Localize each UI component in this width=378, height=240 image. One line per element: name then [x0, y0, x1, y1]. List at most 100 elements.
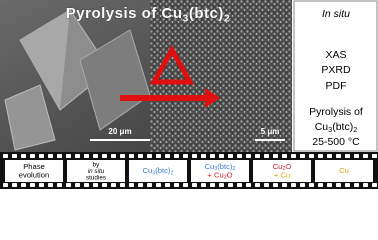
film-hole — [291, 154, 296, 158]
film-hole — [66, 154, 71, 158]
film-hole — [30, 183, 35, 187]
text-part: Cu — [339, 166, 349, 175]
film-hole — [237, 183, 242, 187]
film-hole — [84, 154, 89, 158]
film-hole — [318, 183, 323, 187]
film-hole — [93, 154, 98, 158]
film-hole — [120, 154, 125, 158]
film-hole — [147, 183, 152, 187]
rich-text: Cu3(btc)2 — [143, 166, 174, 177]
film-hole — [201, 154, 206, 158]
film-frame — [253, 160, 311, 182]
film-hole — [363, 183, 368, 187]
subscript: 2 — [224, 175, 227, 181]
text-part: (btc) — [332, 121, 353, 133]
film-hole — [255, 183, 260, 187]
film-hole — [210, 183, 215, 187]
rich-text: In situ — [322, 8, 350, 20]
film-hole — [129, 183, 134, 187]
film-hole — [165, 154, 170, 158]
film-hole — [75, 154, 80, 158]
text-part: Pyrolysis of Cu — [66, 5, 183, 22]
scale-label: 5 μm — [261, 127, 280, 136]
text-part: 25-500 °C — [312, 136, 360, 148]
film-hole — [39, 154, 44, 158]
film-hole — [57, 183, 62, 187]
film-hole — [309, 154, 314, 158]
film-hole — [327, 183, 332, 187]
rich-text: Cu3(btc)2 — [315, 121, 358, 134]
film-hole — [246, 183, 251, 187]
film-hole — [30, 154, 35, 158]
text-part: In situ — [322, 8, 350, 20]
film-hole — [138, 183, 143, 187]
arrow — [120, 88, 220, 108]
text-part: O — [285, 162, 291, 171]
film-hole — [237, 154, 242, 158]
text-part: + Cu — [274, 170, 290, 179]
film-hole — [219, 183, 224, 187]
text-part: (btc) — [217, 162, 233, 171]
rich-text: Cu3(btc)2 — [205, 162, 236, 173]
film-hole — [192, 183, 197, 187]
film-hole — [246, 154, 251, 158]
text-part: studies — [86, 174, 106, 181]
rich-text: studies — [86, 174, 106, 181]
film-hole — [66, 183, 71, 187]
film-hole — [264, 183, 269, 187]
text-part: Cu — [315, 121, 329, 133]
film-frame — [67, 160, 125, 182]
film-hole — [336, 183, 341, 187]
sem-right — [150, 0, 292, 152]
text-part: Pyrolysis of — [309, 106, 363, 118]
rich-text: in situ — [88, 168, 105, 175]
subscript: 3 — [214, 166, 217, 172]
rich-text: PDF — [326, 80, 347, 92]
film-hole — [75, 183, 80, 187]
graphical-abstract: 20 μm 5 μm Pyrolysis of Cu3(btc)2 In situ… — [0, 0, 378, 189]
rich-text: Phase — [23, 162, 45, 171]
subscript: 2 — [353, 125, 357, 134]
film-hole — [156, 183, 161, 187]
text-part: evolution — [19, 170, 49, 179]
film-hole — [300, 183, 305, 187]
film-hole — [84, 183, 89, 187]
film-hole — [183, 183, 188, 187]
film-hole — [228, 183, 233, 187]
subscript: 2 — [170, 171, 173, 177]
subscript: 3 — [152, 171, 155, 177]
text-part: by — [93, 161, 101, 168]
scale-label: 20 μm — [108, 127, 131, 136]
film-hole — [300, 154, 305, 158]
film-hole — [318, 154, 323, 158]
film-hole — [282, 154, 287, 158]
film-hole — [354, 154, 359, 158]
delta-symbol — [149, 44, 195, 85]
film-hole — [273, 183, 278, 187]
film-hole — [264, 154, 269, 158]
film-hole — [165, 183, 170, 187]
rich-text: XAS — [325, 49, 346, 61]
film-hole — [174, 154, 179, 158]
film-hole — [345, 154, 350, 158]
film-frame — [191, 160, 249, 182]
film-hole — [39, 183, 44, 187]
film-hole — [372, 154, 377, 158]
film-hole — [138, 154, 143, 158]
film-hole — [309, 183, 314, 187]
film-hole — [273, 154, 278, 158]
text-part: PXRD — [321, 64, 351, 76]
rich-text: Cu2O — [273, 162, 292, 173]
film-hole — [228, 154, 233, 158]
rich-text: evolution — [19, 170, 49, 179]
film-hole — [282, 183, 287, 187]
film-hole — [201, 183, 206, 187]
rich-text: + Cu — [274, 170, 290, 179]
side-panel — [293, 0, 378, 152]
crystal — [4, 84, 56, 151]
film-hole — [174, 183, 179, 187]
film-frame — [5, 160, 63, 182]
film-hole — [102, 183, 107, 187]
film-hole — [192, 154, 197, 158]
subscript: 3 — [328, 125, 332, 134]
